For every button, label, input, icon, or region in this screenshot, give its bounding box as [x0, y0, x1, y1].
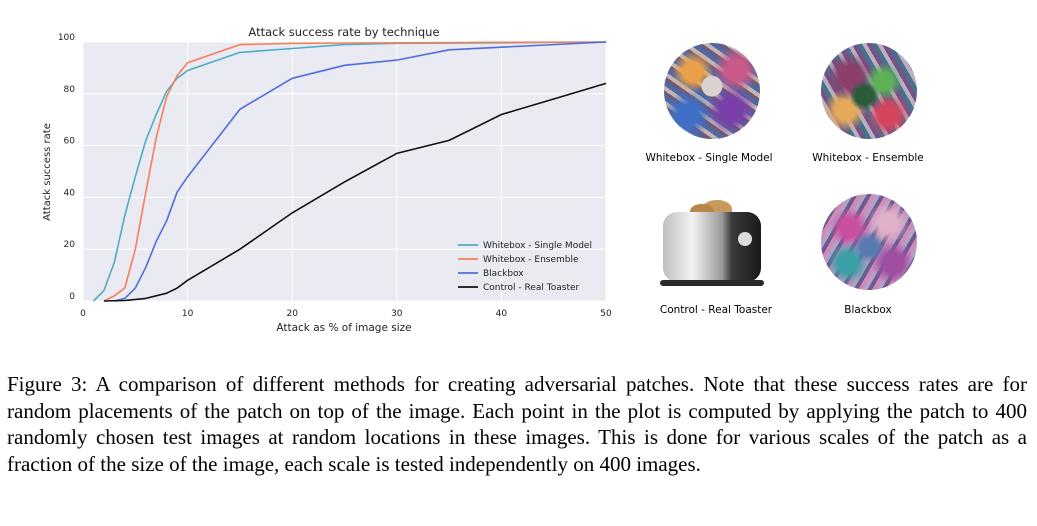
y-tick-label: 20 [64, 240, 76, 250]
legend-label: Whitebox - Single Model [483, 241, 592, 251]
x-tick-label: 0 [80, 309, 86, 319]
y-tick-label: 80 [64, 85, 76, 95]
x-tick-label: 20 [286, 309, 298, 319]
label-blackbox: Blackbox [844, 304, 892, 316]
figure-caption: Figure 3: A comparison of different meth… [7, 372, 1027, 476]
label-control-toaster: Control - Real Toaster [659, 304, 773, 316]
x-tick-label: 10 [182, 309, 194, 319]
tick-labels: 0 10 20 30 40 50 0 20 40 60 80 100 [58, 33, 612, 319]
whitebox-ensemble-patch-image [821, 43, 917, 139]
grid-lines [82, 41, 607, 302]
whitebox-single-patch-image [664, 43, 760, 139]
blackbox-patch-image [821, 194, 917, 290]
legend-label: Control - Real Toaster [483, 283, 580, 293]
series-line-control-real-toaster [103, 82, 607, 302]
y-tick-label: 60 [64, 137, 76, 147]
plot-background [83, 42, 606, 301]
label-whitebox-ensemble: Whitebox - Ensemble [812, 152, 924, 164]
success-rate-chart: 0 10 20 30 40 50 0 20 40 60 80 100 Attack success r… [42, 25, 612, 334]
y-axis-label: Attack success rate [42, 123, 53, 221]
legend: Whitebox - Single Model Whitebox - Ensemb… [458, 241, 592, 293]
series-line-blackbox [114, 41, 607, 302]
chart-title: Attack success rate by technique [248, 25, 439, 39]
y-tick-label: 40 [64, 188, 76, 198]
x-tick-label: 30 [391, 309, 403, 319]
y-tick-label: 100 [58, 33, 75, 43]
series-line-whitebox-ensemble [103, 41, 607, 302]
x-tick-label: 50 [600, 309, 612, 319]
x-axis-label: Attack as % of image size [276, 322, 411, 334]
real-toaster-image [660, 194, 764, 286]
series-lines [92, 41, 607, 302]
legend-label: Blackbox [483, 269, 524, 279]
x-tick-label: 40 [496, 309, 508, 319]
y-tick-label: 0 [69, 292, 75, 302]
label-whitebox-single: Whitebox - Single Model [645, 152, 773, 164]
legend-label: Whitebox - Ensemble [483, 255, 579, 265]
